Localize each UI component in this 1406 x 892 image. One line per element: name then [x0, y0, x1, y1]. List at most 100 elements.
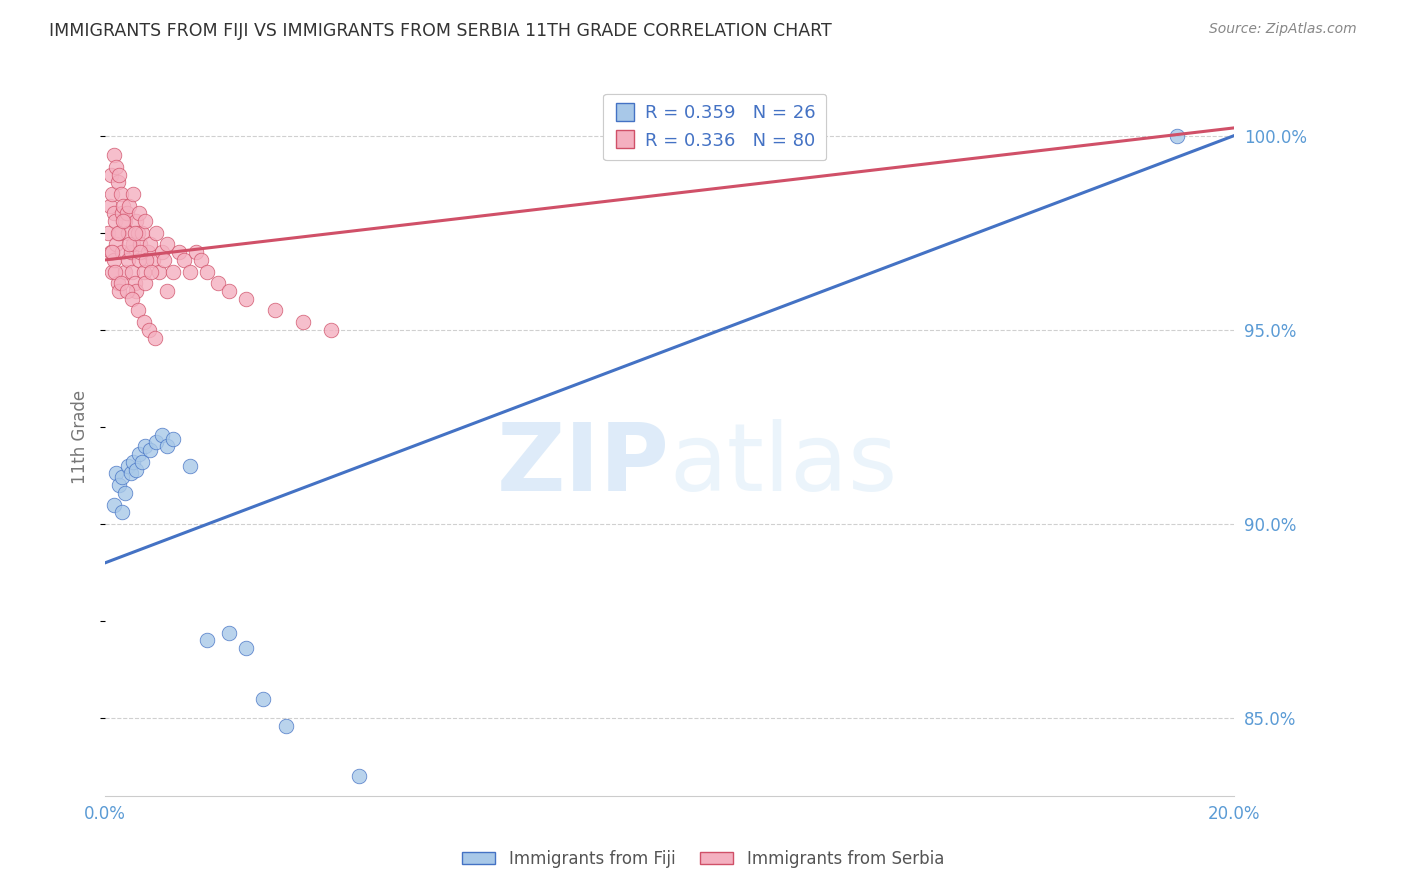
Point	[117, 226, 139, 240]
Point	[173, 252, 195, 267]
Point	[107, 226, 129, 240]
Point	[129, 237, 152, 252]
Point	[141, 264, 163, 278]
Point	[111, 505, 134, 519]
Point	[108, 284, 131, 298]
Point	[138, 323, 160, 337]
Point	[108, 226, 131, 240]
Point	[127, 226, 149, 240]
Point	[115, 206, 138, 220]
Point	[128, 206, 150, 220]
Point	[124, 277, 146, 291]
Point	[101, 245, 124, 260]
Point	[115, 284, 138, 298]
Point	[162, 432, 184, 446]
Point	[156, 237, 179, 252]
Point	[127, 303, 149, 318]
Point	[131, 226, 153, 240]
Point	[121, 292, 143, 306]
Point	[131, 455, 153, 469]
Point	[319, 323, 342, 337]
Point	[135, 252, 157, 267]
Point	[143, 330, 166, 344]
Point	[103, 252, 125, 267]
Point	[110, 277, 132, 291]
Point	[218, 284, 240, 298]
Point	[105, 160, 128, 174]
Point	[132, 315, 155, 329]
Point	[128, 447, 150, 461]
Point	[122, 186, 145, 201]
Point	[162, 264, 184, 278]
Point	[98, 198, 121, 212]
Point	[107, 175, 129, 189]
Point	[120, 467, 142, 481]
Point	[114, 264, 136, 278]
Point	[105, 467, 128, 481]
Point	[122, 237, 145, 252]
Point	[117, 458, 139, 473]
Point	[145, 226, 167, 240]
Point	[142, 252, 165, 267]
Y-axis label: 11th Grade: 11th Grade	[72, 390, 89, 483]
Point	[291, 315, 314, 329]
Point	[124, 226, 146, 240]
Legend: R = 0.359   N = 26, R = 0.336   N = 80: R = 0.359 N = 26, R = 0.336 N = 80	[603, 94, 827, 161]
Point	[105, 237, 128, 252]
Point	[121, 264, 143, 278]
Point	[114, 214, 136, 228]
Point	[134, 277, 156, 291]
Point	[114, 486, 136, 500]
Point	[129, 245, 152, 260]
Point	[108, 478, 131, 492]
Point	[347, 769, 370, 783]
Point	[218, 625, 240, 640]
Point	[111, 206, 134, 220]
Point	[1166, 128, 1188, 143]
Point	[111, 245, 134, 260]
Text: ZIP: ZIP	[496, 419, 669, 511]
Point	[103, 498, 125, 512]
Legend: Immigrants from Fiji, Immigrants from Serbia: Immigrants from Fiji, Immigrants from Se…	[456, 844, 950, 875]
Text: IMMIGRANTS FROM FIJI VS IMMIGRANTS FROM SERBIA 11TH GRADE CORRELATION CHART: IMMIGRANTS FROM FIJI VS IMMIGRANTS FROM …	[49, 22, 832, 40]
Point	[118, 198, 141, 212]
Point	[108, 168, 131, 182]
Point	[112, 214, 135, 228]
Point	[195, 264, 218, 278]
Point	[145, 435, 167, 450]
Point	[104, 264, 127, 278]
Point	[118, 237, 141, 252]
Point	[150, 245, 173, 260]
Point	[195, 633, 218, 648]
Point	[252, 691, 274, 706]
Point	[153, 252, 176, 267]
Point	[125, 284, 148, 298]
Point	[179, 264, 201, 278]
Point	[148, 264, 170, 278]
Point	[263, 303, 285, 318]
Point	[112, 198, 135, 212]
Point	[110, 186, 132, 201]
Point	[235, 641, 257, 656]
Point	[103, 206, 125, 220]
Point	[100, 245, 122, 260]
Point	[184, 245, 207, 260]
Point	[103, 148, 125, 162]
Point	[104, 214, 127, 228]
Point	[125, 462, 148, 476]
Point	[134, 439, 156, 453]
Point	[111, 470, 134, 484]
Point	[207, 277, 229, 291]
Point	[179, 458, 201, 473]
Point	[117, 252, 139, 267]
Point	[167, 245, 190, 260]
Point	[139, 237, 162, 252]
Point	[235, 292, 257, 306]
Text: atlas: atlas	[669, 419, 898, 511]
Point	[150, 427, 173, 442]
Point	[128, 252, 150, 267]
Point	[100, 168, 122, 182]
Point	[139, 443, 162, 458]
Point	[190, 252, 212, 267]
Point	[120, 245, 142, 260]
